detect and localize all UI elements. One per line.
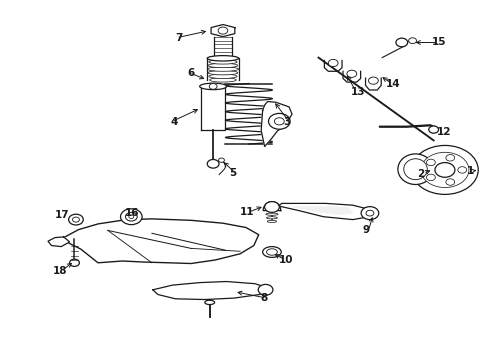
- Polygon shape: [263, 202, 281, 211]
- Polygon shape: [278, 203, 373, 220]
- Ellipse shape: [208, 71, 238, 75]
- Text: 6: 6: [188, 68, 195, 78]
- Circle shape: [421, 152, 469, 188]
- Circle shape: [69, 214, 83, 225]
- Circle shape: [361, 207, 379, 220]
- Ellipse shape: [267, 217, 277, 219]
- Circle shape: [218, 27, 228, 34]
- Circle shape: [269, 113, 290, 129]
- Text: 5: 5: [229, 168, 237, 178]
- Text: 9: 9: [363, 225, 370, 235]
- Ellipse shape: [263, 247, 281, 257]
- Text: 13: 13: [350, 87, 365, 97]
- Text: 7: 7: [175, 33, 182, 43]
- Ellipse shape: [205, 300, 215, 305]
- Text: 11: 11: [239, 207, 254, 217]
- Ellipse shape: [208, 63, 238, 68]
- Ellipse shape: [207, 55, 239, 61]
- Ellipse shape: [404, 159, 427, 180]
- Polygon shape: [201, 86, 225, 130]
- Circle shape: [426, 159, 435, 166]
- Circle shape: [429, 126, 439, 133]
- Circle shape: [347, 70, 357, 77]
- Circle shape: [73, 217, 79, 222]
- Circle shape: [125, 212, 137, 221]
- Polygon shape: [211, 24, 235, 37]
- Ellipse shape: [210, 56, 236, 60]
- Circle shape: [446, 154, 455, 161]
- Text: 10: 10: [279, 255, 294, 265]
- Circle shape: [458, 167, 466, 173]
- Ellipse shape: [209, 74, 237, 78]
- Text: 3: 3: [283, 117, 291, 127]
- Circle shape: [396, 38, 408, 47]
- Ellipse shape: [398, 154, 433, 184]
- Text: 4: 4: [170, 117, 177, 127]
- Circle shape: [368, 77, 378, 84]
- Ellipse shape: [207, 67, 239, 71]
- Text: 16: 16: [125, 208, 140, 218]
- Polygon shape: [294, 207, 353, 214]
- Ellipse shape: [268, 220, 276, 222]
- Ellipse shape: [266, 213, 278, 215]
- Circle shape: [129, 215, 134, 219]
- Circle shape: [328, 59, 338, 67]
- Circle shape: [409, 38, 416, 44]
- Text: 1: 1: [466, 166, 474, 176]
- Circle shape: [121, 209, 142, 225]
- Circle shape: [274, 118, 284, 125]
- Ellipse shape: [210, 78, 236, 82]
- Circle shape: [207, 159, 219, 168]
- Text: 17: 17: [55, 210, 70, 220]
- Circle shape: [366, 210, 374, 216]
- Text: 15: 15: [432, 37, 447, 48]
- Ellipse shape: [200, 83, 226, 90]
- Circle shape: [412, 145, 478, 194]
- Text: 18: 18: [53, 266, 68, 276]
- Text: 8: 8: [261, 293, 268, 303]
- Circle shape: [265, 202, 279, 212]
- Circle shape: [219, 158, 224, 162]
- Circle shape: [435, 163, 455, 177]
- Polygon shape: [48, 237, 70, 247]
- Circle shape: [426, 174, 435, 181]
- Circle shape: [70, 259, 79, 266]
- Circle shape: [209, 84, 217, 89]
- Text: 12: 12: [437, 127, 452, 138]
- Circle shape: [446, 179, 455, 185]
- Ellipse shape: [267, 249, 277, 255]
- Polygon shape: [261, 102, 292, 147]
- Text: 14: 14: [386, 78, 401, 89]
- Polygon shape: [64, 219, 259, 264]
- Polygon shape: [153, 282, 269, 300]
- Ellipse shape: [209, 60, 237, 64]
- Text: 2: 2: [417, 168, 425, 179]
- Circle shape: [258, 284, 273, 295]
